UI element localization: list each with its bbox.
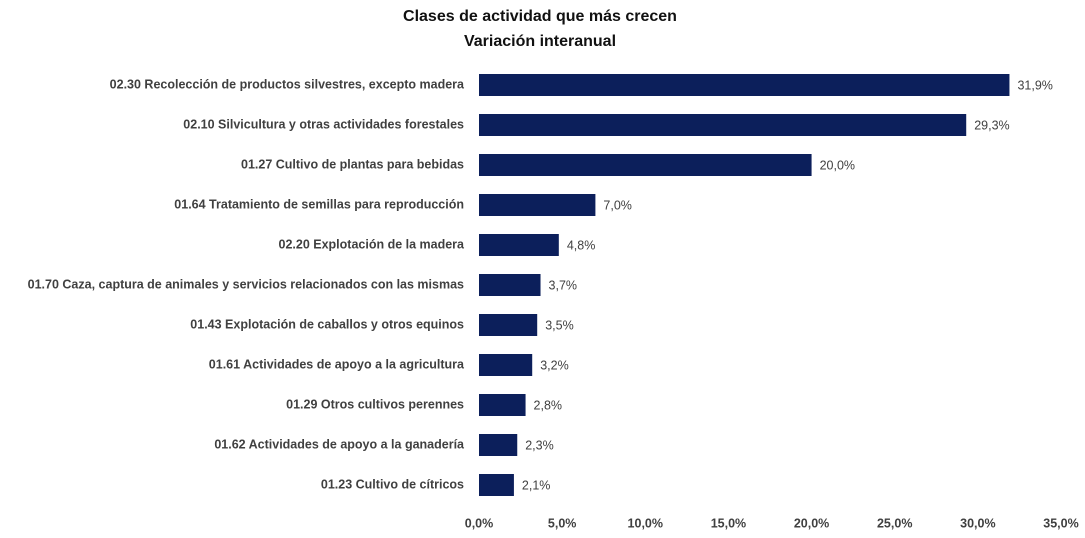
data-label: 7,0% <box>603 198 632 212</box>
bar <box>479 234 559 256</box>
data-label: 3,2% <box>540 358 569 372</box>
bar <box>479 194 596 216</box>
data-label: 3,5% <box>545 318 574 332</box>
chart-title: Clases de actividad que más crecen <box>403 8 677 25</box>
x-tick-label: 15,0% <box>711 516 746 530</box>
category-label: 01.27 Cultivo de plantas para bebidas <box>241 157 464 171</box>
data-label: 3,7% <box>549 278 578 292</box>
chart-subtitle: Variación interanual <box>464 33 616 50</box>
category-label: 02.20 Explotación de la madera <box>279 237 466 251</box>
category-label: 01.64 Tratamiento de semillas para repro… <box>174 197 464 211</box>
category-label: 01.43 Explotación de caballos y otros eq… <box>190 317 464 331</box>
data-label: 29,3% <box>974 118 1009 132</box>
bar <box>479 114 967 136</box>
bar <box>479 314 538 336</box>
bar <box>479 154 812 176</box>
bar <box>479 394 526 416</box>
bar <box>479 74 1010 96</box>
data-label: 2,3% <box>525 438 554 452</box>
bar <box>479 474 514 496</box>
bar <box>479 434 518 456</box>
data-label: 2,8% <box>534 398 563 412</box>
category-label: 01.70 Caza, captura de animales y servic… <box>28 277 464 291</box>
bar <box>479 274 541 296</box>
x-tick-label: 35,0% <box>1043 516 1078 530</box>
x-tick-label: 10,0% <box>628 516 663 530</box>
x-tick-label: 0,0% <box>465 516 494 530</box>
x-tick-label: 20,0% <box>794 516 829 530</box>
category-label: 01.23 Cultivo de cítricos <box>321 477 464 491</box>
category-label: 02.10 Silvicultura y otras actividades f… <box>183 117 464 131</box>
data-label: 2,1% <box>522 478 551 492</box>
x-tick-label: 5,0% <box>548 516 577 530</box>
data-label: 4,8% <box>567 238 596 252</box>
category-label: 01.62 Actividades de apoyo a la ganaderí… <box>214 437 465 451</box>
category-label: 02.30 Recolección de productos silvestre… <box>110 77 465 91</box>
x-tick-label: 25,0% <box>877 516 912 530</box>
category-label: 01.61 Actividades de apoyo a la agricult… <box>209 357 465 371</box>
bar <box>479 354 533 376</box>
data-label: 31,9% <box>1017 78 1052 92</box>
category-label: 01.29 Otros cultivos perennes <box>286 397 464 411</box>
x-tick-label: 30,0% <box>960 516 995 530</box>
data-label: 20,0% <box>820 158 855 172</box>
